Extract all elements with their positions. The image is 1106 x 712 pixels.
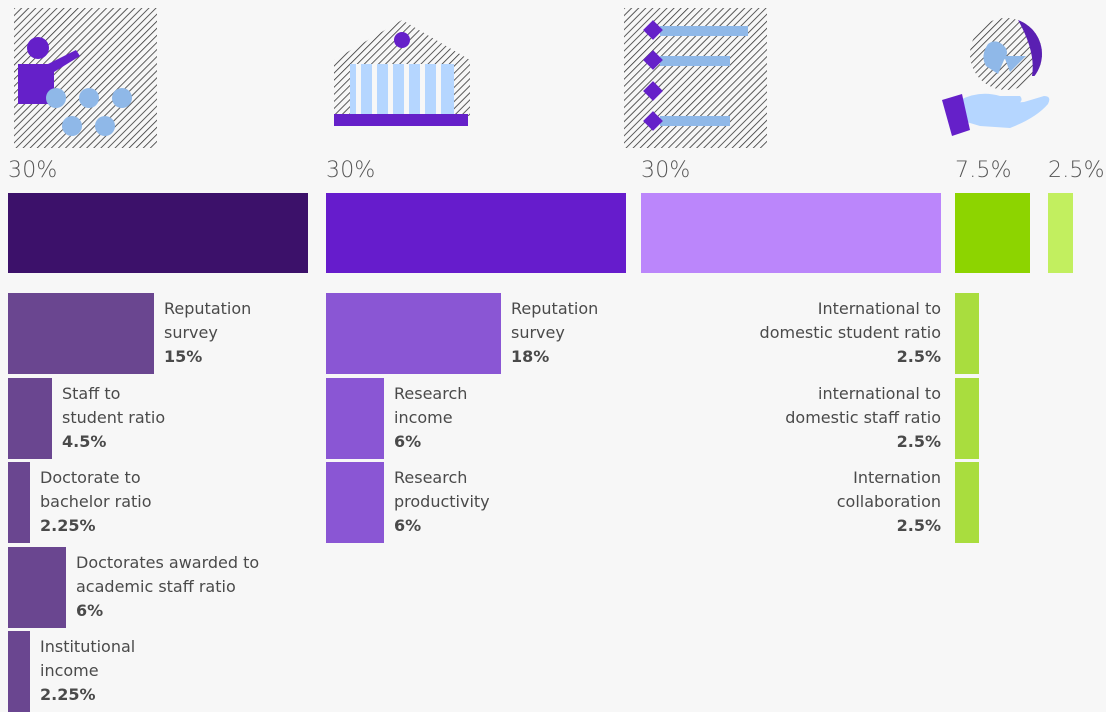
globe-in-hand-icon: [940, 16, 1055, 136]
sub-metric-label-line: international to: [818, 384, 941, 403]
sub-metric-label-line: student ratio: [62, 408, 166, 427]
sub-metric-label-line: bachelor ratio: [40, 492, 152, 511]
sub-metric-percent: 6%: [394, 516, 422, 535]
sub-metric-percent: 2.5%: [896, 516, 941, 535]
sub-metric-label-line: Reputation: [511, 299, 599, 318]
sub-metric-label-line: collaboration: [836, 492, 941, 511]
pillar-percent-industry: 2.5%: [1048, 158, 1105, 183]
sub-metric-label: Research productivity 6%: [394, 466, 490, 538]
sub-metric-percent: 18%: [511, 347, 550, 366]
sub-metric-label-line: domestic staff ratio: [785, 408, 941, 427]
sub-metric-label-line: Staff to: [62, 384, 121, 403]
sub-metric-bar: [326, 293, 501, 374]
teacher-presentation-icon: [14, 8, 159, 150]
pillar-bar-citations: [641, 193, 941, 273]
sub-metric-percent: 2.5%: [896, 347, 941, 366]
sub-metric-label: international to domestic staff ratio 2.5%: [785, 382, 941, 454]
university-building-icon: [332, 18, 472, 130]
sub-metric-bar: [955, 378, 979, 459]
sub-metric-percent: 2.25%: [40, 516, 96, 535]
sub-metric-label: Research income 6%: [394, 382, 467, 454]
sub-metric-label-line: survey: [164, 323, 218, 342]
sub-metric-percent: 6%: [394, 432, 422, 451]
sub-metric-label-line: Research: [394, 384, 468, 403]
sub-metric-label-line: International to: [817, 299, 941, 318]
sub-metric-label: International to domestic student ratio 2.…: [760, 297, 941, 369]
sub-metric-label-line: Doctorate to: [40, 468, 141, 487]
sub-metric-bar: [955, 462, 979, 543]
sub-metric-bar: [326, 462, 384, 543]
sub-metric-label-line: Internation: [853, 468, 941, 487]
sub-metric-label-line: domestic student ratio: [759, 323, 941, 342]
sub-metric-label: Reputation survey 15%: [164, 297, 251, 369]
sub-metric-percent: 6%: [76, 601, 104, 620]
pillar-bar-research: [326, 193, 626, 273]
citation-list-icon: [624, 8, 769, 150]
sub-metric-bar: [955, 293, 979, 374]
pillar-bar-industry: [1048, 193, 1073, 273]
sub-metric-label-line: income: [40, 661, 99, 680]
sub-metric-bar: [8, 293, 154, 374]
sub-metric-bar: [8, 547, 66, 628]
sub-metric-bar: [8, 631, 30, 712]
sub-metric-percent: 15%: [164, 347, 203, 366]
pillar-percent-international: 7.5%: [955, 158, 1012, 183]
sub-metric-percent: 2.25%: [40, 685, 96, 704]
pillar-percent-teaching: 30%: [8, 158, 58, 183]
sub-metric-bar: [326, 378, 384, 459]
pillar-bar-international: [955, 193, 1030, 273]
sub-metric-label: Internation collaboration 2.5%: [837, 466, 941, 538]
sub-metric-label-line: survey: [511, 323, 565, 342]
sub-metric-label: Doctorates awarded to academic staff rati…: [76, 551, 259, 623]
sub-metric-label-line: Institutional: [40, 637, 136, 656]
sub-metric-label-line: Doctorates awarded to: [76, 553, 260, 572]
sub-metric-label-line: Reputation: [164, 299, 252, 318]
pillar-percent-research: 30%: [326, 158, 376, 183]
sub-metric-label-line: academic staff ratio: [76, 577, 236, 596]
sub-metric-bar: [8, 378, 52, 459]
sub-metric-label: Reputation survey 18%: [511, 297, 598, 369]
sub-metric-label: Institutional income 2.25%: [40, 635, 135, 707]
sub-metric-bar: [8, 462, 30, 543]
sub-metric-label: Staff to student ratio 4.5%: [62, 382, 165, 454]
sub-metric-label-line: productivity: [394, 492, 490, 511]
pillar-bar-teaching: [8, 193, 308, 273]
sub-metric-label: Doctorate to bachelor ratio 2.25%: [40, 466, 152, 538]
sub-metric-percent: 4.5%: [62, 432, 107, 451]
sub-metric-percent: 2.5%: [896, 432, 941, 451]
pillar-percent-citations: 30%: [641, 158, 691, 183]
sub-metric-label-line: income: [394, 408, 453, 427]
sub-metric-label-line: Research: [394, 468, 468, 487]
